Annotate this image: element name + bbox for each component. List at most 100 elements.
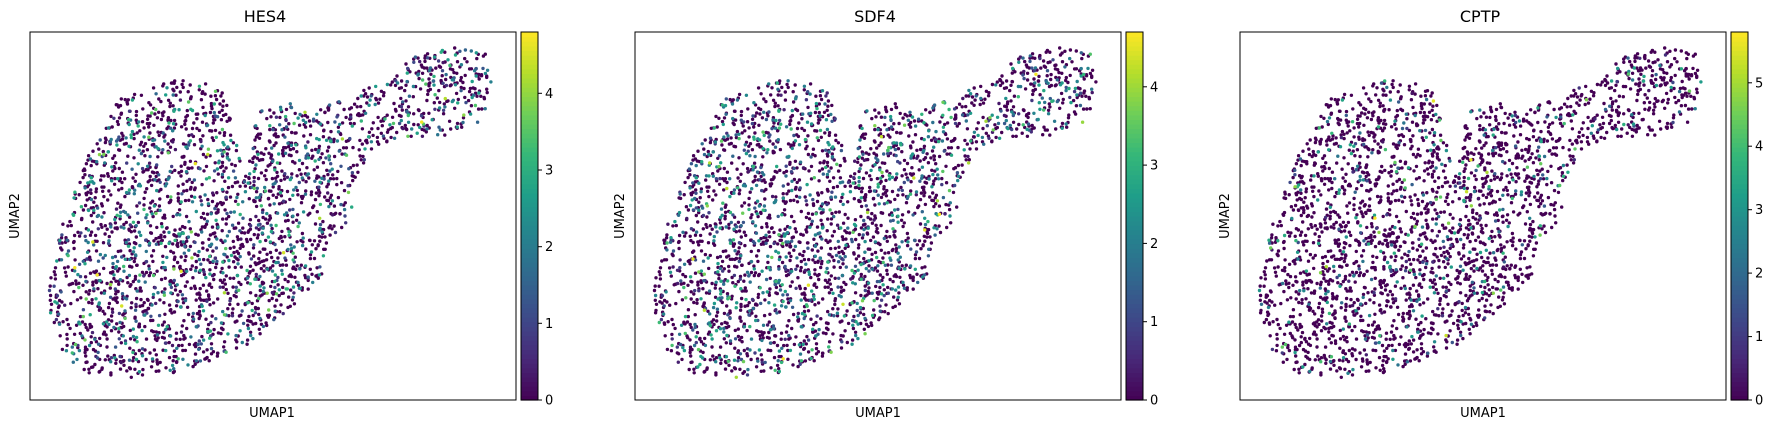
colorbar-segment <box>521 96 538 102</box>
scatter-point <box>1074 104 1079 108</box>
scatter-point <box>928 110 932 115</box>
scatter-point <box>469 104 474 108</box>
scatter-point <box>323 110 327 115</box>
scatter-point <box>266 196 271 201</box>
scatter-point <box>155 188 159 193</box>
scatter-point <box>819 218 823 222</box>
scatter-point <box>964 158 968 162</box>
scatter-point <box>106 150 110 154</box>
scatter-point <box>912 119 917 123</box>
scatter-point <box>142 301 146 305</box>
scatter-point <box>336 169 340 174</box>
colorbar-segment <box>521 354 538 360</box>
colorbar-segment <box>521 312 538 318</box>
scatter-point <box>76 272 80 277</box>
scatter-point <box>703 138 707 142</box>
scatter-point <box>878 304 882 308</box>
scatter-point <box>252 175 256 180</box>
scatter-point <box>199 298 203 302</box>
scatter-point <box>769 226 774 230</box>
scatter-point <box>741 124 745 128</box>
scatter-point <box>788 284 793 288</box>
scatter-point <box>92 208 96 212</box>
scatter-point <box>214 218 218 222</box>
scatter-point <box>295 174 299 178</box>
scatter-point <box>678 258 682 262</box>
scatter-point <box>805 334 809 339</box>
scatter-point <box>218 278 223 282</box>
scatter-point <box>394 79 398 83</box>
scatter-point <box>873 140 877 144</box>
scatter-point <box>842 156 846 161</box>
scatter-point <box>911 140 915 144</box>
scatter-point <box>755 254 759 258</box>
scatter-point <box>786 301 791 305</box>
scatter-point <box>230 314 235 318</box>
scatter-point <box>171 128 175 133</box>
scatter-point <box>77 285 81 290</box>
scatter-point <box>150 303 154 307</box>
scatter-point <box>236 302 240 306</box>
scatter-point <box>280 268 284 273</box>
scatter-point <box>164 93 168 97</box>
scatter-point <box>189 335 193 339</box>
scatter-point <box>113 221 118 225</box>
scatter-point <box>731 281 735 285</box>
scatter-point <box>391 121 396 126</box>
scatter-point <box>688 338 692 342</box>
scatter-point <box>791 100 796 104</box>
scatter-point <box>79 231 83 235</box>
scatter-point <box>441 112 446 116</box>
scatter-point <box>202 169 206 173</box>
scatter-point <box>779 337 783 341</box>
scatter-point <box>182 251 186 255</box>
scatter-point <box>168 145 173 149</box>
scatter-point <box>168 279 172 284</box>
scatter-point <box>867 189 872 194</box>
scatter-point <box>147 125 151 129</box>
scatter-point <box>775 343 780 348</box>
scatter-point <box>469 67 474 71</box>
scatter-point <box>351 145 355 150</box>
scatter-point <box>158 208 162 213</box>
scatter-point <box>120 325 124 330</box>
scatter-point <box>883 263 887 267</box>
scatter-point <box>295 213 300 217</box>
scatter-point <box>164 348 168 353</box>
scatter-point <box>135 204 139 208</box>
scatter-point <box>248 330 253 334</box>
scatter-point <box>292 291 296 295</box>
scatter-point <box>978 102 982 107</box>
scatter-point <box>326 182 330 186</box>
scatter-point <box>182 333 186 338</box>
colorbar-segment <box>521 308 538 314</box>
scatter-point <box>877 111 881 115</box>
scatter-point <box>695 298 699 302</box>
scatter-point <box>685 216 689 221</box>
colorbar-segment <box>521 303 538 309</box>
scatter-point <box>137 348 141 353</box>
scatter-point <box>696 283 700 287</box>
scatter-point <box>734 225 739 229</box>
scatter-point <box>64 274 69 278</box>
scatter-point <box>665 347 670 352</box>
scatter-point <box>1084 94 1088 99</box>
scatter-point <box>308 256 313 261</box>
scatter-point <box>862 158 867 162</box>
scatter-point <box>110 255 115 260</box>
scatter-point <box>1065 125 1069 129</box>
scatter-point <box>759 330 763 334</box>
colorbar-segment <box>521 335 538 341</box>
scatter-point <box>173 233 177 238</box>
scatter-point <box>160 151 164 155</box>
scatter-point <box>93 196 97 200</box>
scatter-point <box>254 204 259 209</box>
scatter-point <box>872 189 877 193</box>
scatter-point <box>110 165 114 169</box>
scatter-point <box>155 333 160 337</box>
scatter-point <box>745 328 749 333</box>
scatter-point <box>149 183 154 188</box>
scatter-point <box>802 257 807 262</box>
scatter-point <box>756 292 761 297</box>
scatter-point <box>286 141 290 145</box>
